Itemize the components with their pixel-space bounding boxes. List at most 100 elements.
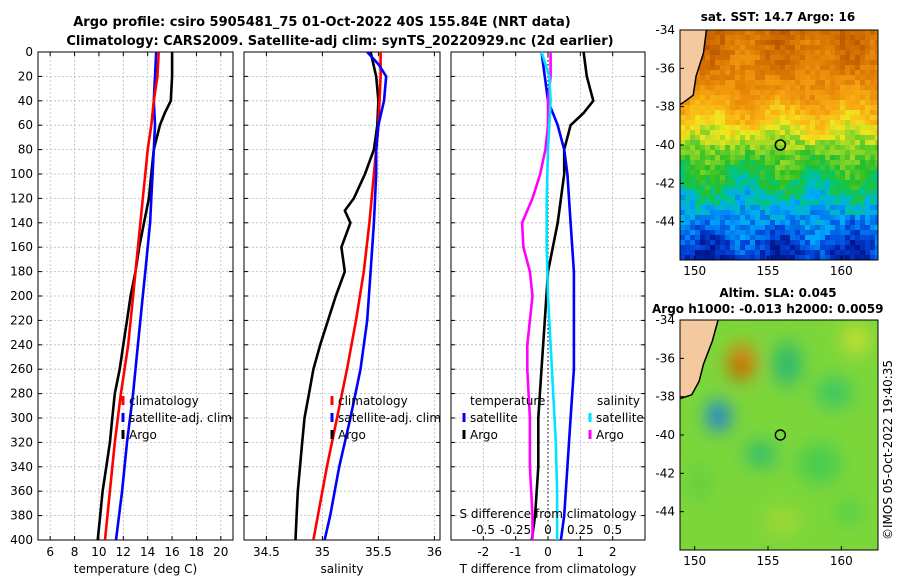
sst-cell: [860, 150, 865, 155]
sst-cell: [680, 170, 685, 175]
sst-cell: [780, 220, 785, 225]
sst-cell: [825, 170, 830, 175]
sst-cell: [705, 55, 710, 60]
sst-cell: [815, 60, 820, 65]
sst-cell: [715, 55, 720, 60]
sst-cell: [745, 145, 750, 150]
sst-cell: [850, 40, 855, 45]
sst-cell: [735, 55, 740, 60]
sst-cell: [720, 155, 725, 160]
sst-cell: [815, 205, 820, 210]
sst-cell: [745, 50, 750, 55]
sst-cell: [870, 225, 875, 230]
sst-cell: [715, 80, 720, 85]
sst-cell: [715, 60, 720, 65]
map-y-tick-label: -34: [655, 23, 675, 37]
sst-cell: [860, 245, 865, 250]
sst-cell: [705, 85, 710, 90]
sst-cell: [725, 40, 730, 45]
sst-cell: [725, 160, 730, 165]
sst-cell: [680, 105, 685, 110]
sst-cell: [720, 140, 725, 145]
sst-cell: [685, 165, 690, 170]
sst-cell: [870, 95, 875, 100]
sst-cell: [740, 215, 745, 220]
sst-cell: [705, 230, 710, 235]
sst-cell: [790, 30, 795, 35]
map-y-tick-label: -40: [655, 138, 675, 152]
sst-cell: [855, 60, 860, 65]
sst-cell: [735, 30, 740, 35]
sst-cell: [845, 100, 850, 105]
sst-cell: [825, 115, 830, 120]
sst-cell: [870, 65, 875, 70]
sst-cell: [710, 170, 715, 175]
sst-cell: [775, 245, 780, 250]
sla-anomaly-blob: [797, 443, 842, 484]
sst-cell: [735, 45, 740, 50]
sst-cell: [840, 100, 845, 105]
sst-cell: [820, 205, 825, 210]
sst-cell: [710, 125, 715, 130]
sst-cell: [860, 100, 865, 105]
sst-cell: [770, 55, 775, 60]
sst-cell: [755, 155, 760, 160]
sst-cell: [875, 35, 878, 40]
sst-cell: [855, 185, 860, 190]
sst-cell: [795, 85, 800, 90]
sst-cell: [770, 230, 775, 235]
sst-cell: [705, 205, 710, 210]
sst-cell: [840, 190, 845, 195]
sst-cell: [735, 135, 740, 140]
sst-cell: [765, 250, 770, 255]
sst-cell: [815, 55, 820, 60]
sst-cell: [685, 255, 690, 260]
sst-cell: [780, 65, 785, 70]
sst-cell: [800, 50, 805, 55]
legend-title-temperature: temperature: [470, 394, 545, 408]
sst-cell: [725, 240, 730, 245]
sst-cell: [850, 230, 855, 235]
depth-tick-label: 260: [10, 362, 33, 376]
sst-cell: [795, 180, 800, 185]
x-tick-label: 8: [71, 545, 79, 559]
sst-cell: [860, 195, 865, 200]
sst-cell: [705, 145, 710, 150]
sst-cell: [775, 200, 780, 205]
sst-cell: [860, 155, 865, 160]
sst-cell: [815, 150, 820, 155]
sst-cell: [815, 95, 820, 100]
sst-cell: [720, 175, 725, 180]
sst-cell: [785, 230, 790, 235]
sst-cell: [770, 130, 775, 135]
sst-cell: [680, 120, 685, 125]
x-tick-label: 14: [140, 545, 155, 559]
sst-cell: [855, 175, 860, 180]
sst-cell: [770, 185, 775, 190]
sst-cell: [795, 230, 800, 235]
sst-cell: [770, 70, 775, 75]
sst-cell: [755, 60, 760, 65]
sst-cell: [835, 120, 840, 125]
sst-cell: [750, 195, 755, 200]
sst-cell: [810, 35, 815, 40]
sst-cell: [715, 235, 720, 240]
sst-cell: [825, 30, 830, 35]
sst-cell: [760, 70, 765, 75]
sst-cell: [855, 100, 860, 105]
sst-cell: [800, 65, 805, 70]
sst-cell: [760, 225, 765, 230]
sla-anomaly-blob: [687, 462, 712, 503]
sst-cell: [710, 235, 715, 240]
sst-cell: [825, 110, 830, 115]
sst-cell: [780, 150, 785, 155]
sst-cell: [830, 145, 835, 150]
sst-cell: [780, 145, 785, 150]
sst-cell: [750, 145, 755, 150]
sst-cell: [720, 135, 725, 140]
sst-cell: [690, 170, 695, 175]
sst-cell: [825, 60, 830, 65]
sst-cell: [770, 60, 775, 65]
sst-cell: [875, 130, 878, 135]
argo-salinity-line: [294, 52, 380, 540]
